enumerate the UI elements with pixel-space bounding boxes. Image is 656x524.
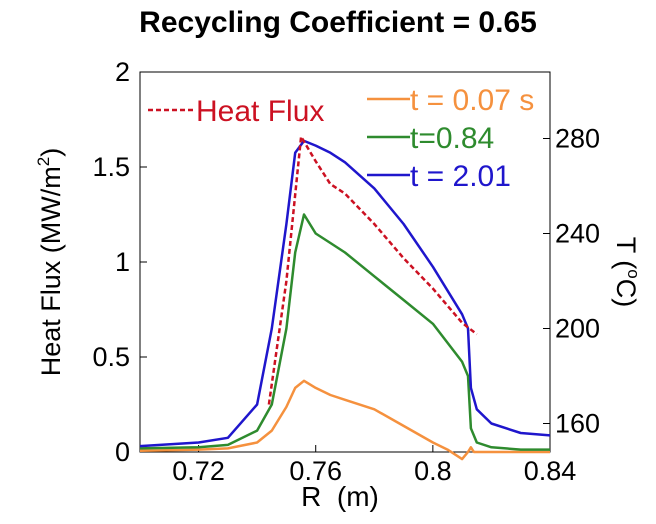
y2-tick-label: 200 [555,314,600,344]
y2-tick-label: 160 [555,409,600,439]
x-tick-label: 0.76 [289,456,342,486]
x-tick-label: 0.84 [524,456,577,486]
x-axis-label: R (m) [301,481,379,512]
y-tick-label: 1.5 [92,152,130,182]
legend-label-t007: t = 0.07 s [410,84,534,117]
legend-label-t201: t = 2.01 [410,160,511,193]
y-tick-label: 0 [115,437,130,467]
y2-axis-label-close: C) [611,279,641,308]
series-line-t-0-07-s [139,379,550,461]
y-tick-label: 0.5 [92,342,130,372]
legend-label-t084: t=0.84 [410,122,494,155]
legend-label-heat-flux: Heat Flux [196,95,324,128]
y2-tick-label: 240 [555,219,600,249]
y2-axis-label-sup: o [624,269,643,278]
y2-tick-label: 280 [555,124,600,154]
series-line-t-0-84 [139,213,550,451]
y2-axis-label: T (oC) [611,237,643,307]
y-tick-label: 1 [115,247,130,277]
chart-title: Recycling Coefficient = 0.65 [139,6,537,39]
y2-axis-label-main: T ( [611,237,641,270]
x-tick-label: 0.72 [172,456,225,486]
y-axis-label-sup: 2 [34,157,53,166]
legend: Heat Flux t = 0.07 s t=0.84 t = 2.01 [148,84,534,193]
series-line-t-2-01 [139,139,551,448]
y-tick-label: 2 [115,57,130,87]
x-tick-label: 0.8 [414,456,452,486]
y-axis-label: Heat Flux (MW/m2) [34,148,66,376]
y-axis-label-main: Heat Flux (MW/m [36,166,66,376]
y-axis-label-close: ) [36,148,66,157]
